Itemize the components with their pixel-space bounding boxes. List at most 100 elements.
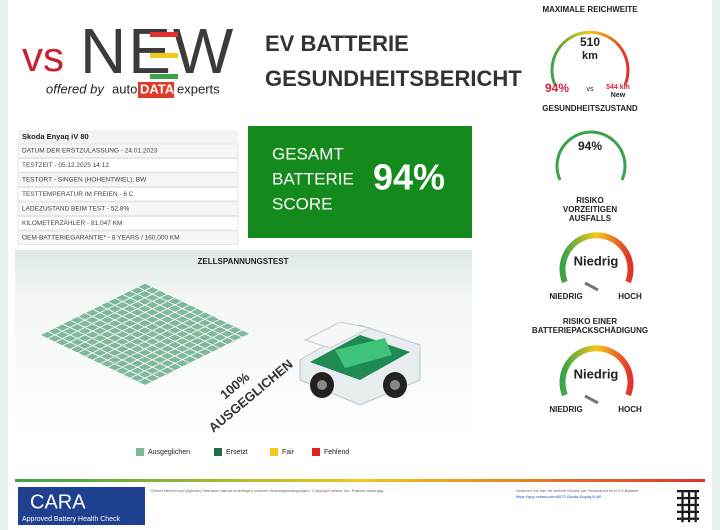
qr-dot <box>688 496 691 500</box>
vehicle-model: Skoda Enyaq iV 80 <box>22 132 89 141</box>
car-illustration <box>299 321 421 406</box>
qr-dot <box>681 490 684 493</box>
qr-dot <box>694 501 697 504</box>
qr-dot <box>694 496 697 500</box>
qr-dot <box>688 490 691 493</box>
title: EV BATTERIE <box>265 31 409 56</box>
qr-dot <box>692 510 695 513</box>
health-value: 94% <box>578 139 602 153</box>
qr-dot <box>681 496 684 500</box>
scan-text: Scannen Sie hier für weitere Details zur… <box>516 488 639 493</box>
qr-dot <box>696 510 699 513</box>
qr-dot <box>696 517 699 520</box>
logo-stripe <box>150 74 178 79</box>
qr-dot <box>681 506 684 509</box>
logo-data-bg <box>138 82 174 98</box>
info-row: TESTTEMPERATUR IM FREIEN - 6 C <box>22 191 134 198</box>
qr-dot <box>694 503 697 507</box>
qr-dot <box>688 492 691 495</box>
qr-dot <box>679 490 682 493</box>
footer-stripe <box>15 479 705 482</box>
risk-title: VORZEITIGEN <box>563 205 617 214</box>
risk-low: NIEDRIG <box>549 405 582 414</box>
logo-stripe <box>150 53 178 58</box>
legend-swatch <box>136 448 144 456</box>
qr-dot <box>685 510 688 513</box>
qr-dot <box>677 490 680 493</box>
qr-dot <box>679 510 682 513</box>
score-label: SCORE <box>272 194 332 213</box>
qr-dot <box>683 496 686 500</box>
logo-offered: offered by <box>46 81 105 96</box>
qr-dot <box>677 510 680 513</box>
qr-dot <box>681 492 684 495</box>
info-row: KILOMETERZÄHLER - 81,047 KM <box>22 219 122 227</box>
logo-experts: experts <box>177 81 220 96</box>
score-label: GESAMT <box>272 144 344 163</box>
qr-dot <box>681 515 684 518</box>
cara-sub: Approved Battery Health Check <box>22 516 121 523</box>
logo-vs: vs <box>22 33 64 80</box>
info-row: DATUM DER ERSTZULASSUNG - 24.01.2023 <box>22 148 158 155</box>
scan-url[interactable]: https://app.vsnew.com/8072-Skoda-Enyaq-i… <box>516 494 602 499</box>
info-row-bg <box>17 187 239 202</box>
qr-dot <box>696 503 699 507</box>
qr-dot <box>688 519 691 523</box>
qr-dot <box>679 496 682 500</box>
qr-dot <box>692 503 695 507</box>
qr-dot <box>685 503 688 507</box>
qr-dot <box>683 510 686 513</box>
qr-dot <box>685 517 688 520</box>
info-row: TESTZEIT - 05.12.2025 14:12 <box>22 162 109 169</box>
gauge-needle <box>584 394 599 405</box>
qr-dot <box>683 490 686 493</box>
qr-dot <box>685 490 688 493</box>
qr-dot <box>688 510 691 513</box>
qr-dot <box>694 492 697 495</box>
cell-title: ZELLSPANNUNGSTEST <box>198 257 289 266</box>
qr-dot <box>694 517 697 520</box>
score-label: BATTERIE <box>272 169 354 188</box>
qr-dot <box>690 517 693 520</box>
qr-dot <box>690 496 693 500</box>
qr-dot <box>677 496 680 500</box>
qr-dot <box>694 490 697 493</box>
qr-dot <box>694 508 697 511</box>
qr-dot <box>688 517 691 520</box>
risk-value: Niedrig <box>574 366 619 381</box>
qr-dot <box>694 515 697 518</box>
qr-dot <box>688 513 691 516</box>
risk-value: Niedrig <box>574 253 619 268</box>
info-row-bg <box>18 130 238 144</box>
legend-swatch <box>312 448 320 456</box>
range-percent: 94% <box>545 81 569 95</box>
cara-title: CARA <box>30 491 86 513</box>
qr-dot <box>681 510 684 513</box>
range-unit: km <box>582 50 598 62</box>
qr-dot <box>688 501 691 504</box>
info-row-bg <box>17 143 239 158</box>
cara-badge <box>18 487 145 525</box>
qr-dot <box>688 503 691 507</box>
qr-dot <box>681 513 684 516</box>
gauge-needle <box>584 281 599 292</box>
qr-dot <box>694 513 697 516</box>
qr-dot <box>679 517 682 520</box>
qr-dot <box>681 519 684 523</box>
risk-title: BATTERIEPACKSCHÄDIGUNG <box>532 326 648 335</box>
qr-dot <box>688 499 691 502</box>
qr-dot <box>685 496 688 500</box>
qr-dot <box>694 519 697 523</box>
risk-title: AUSFALLS <box>569 214 612 223</box>
gauge-arc <box>559 232 634 284</box>
qr-dot <box>677 503 680 507</box>
qr-dot <box>688 506 691 509</box>
qr-dot <box>681 503 684 507</box>
qr-dot <box>688 508 691 511</box>
legend-swatch <box>214 448 222 456</box>
range-title: MAXIMALE REICHWEITE <box>542 5 638 14</box>
gauge-arc <box>559 345 634 397</box>
qr-dot <box>681 517 684 520</box>
qr-dot <box>694 510 697 513</box>
